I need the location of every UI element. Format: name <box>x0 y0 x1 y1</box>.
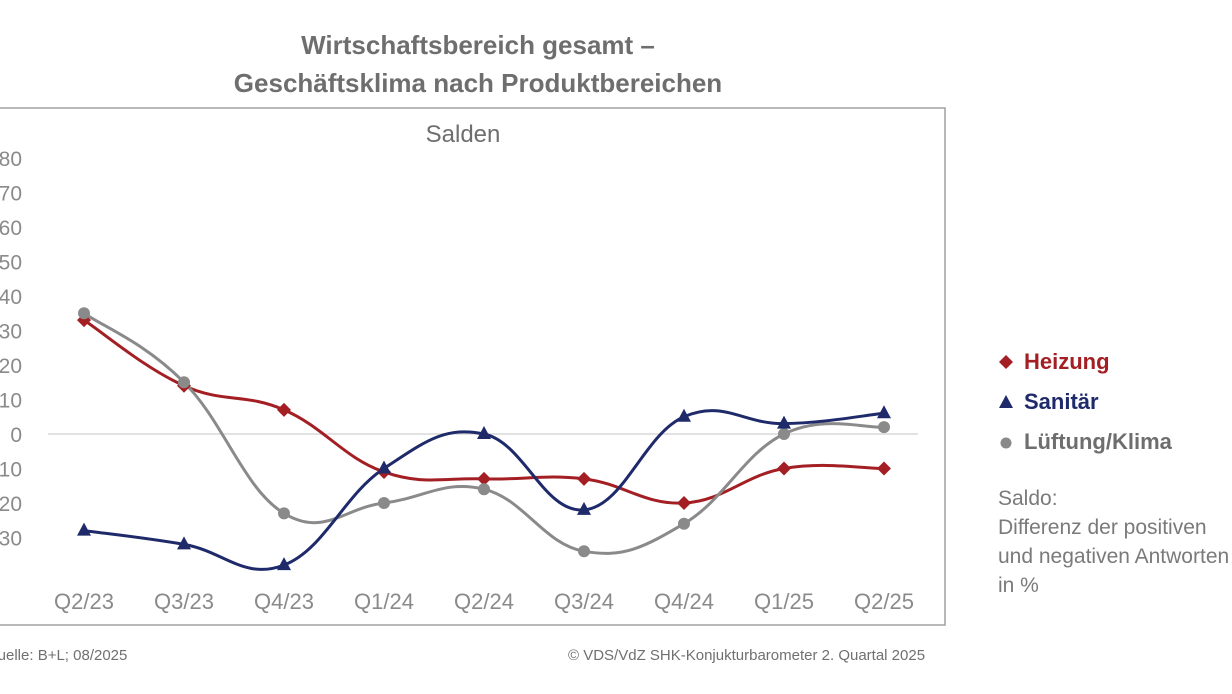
chart-subtitle: Salden <box>426 121 501 148</box>
y-tick-label: 50 <box>0 252 22 275</box>
data-point <box>477 471 491 486</box>
y-tick-label: -30 <box>0 528 22 551</box>
y-tick-label: 70 <box>0 183 22 206</box>
data-point <box>478 483 490 496</box>
data-point <box>678 517 690 530</box>
data-point <box>778 428 790 440</box>
data-point <box>877 461 891 476</box>
data-point <box>677 408 691 422</box>
legend-label-lueftung-klima: Lüftung/Klima <box>1024 429 1172 454</box>
diamond-icon <box>996 349 1016 375</box>
data-point <box>477 426 491 439</box>
x-tick-label: Q2/23 <box>54 589 114 614</box>
legend-item-lueftung-klima: Lüftung/Klima <box>996 422 1172 462</box>
chart-title: Wirtschaftsbereich gesamt – Geschäftskli… <box>0 26 956 102</box>
legend-label-heizung: Heizung <box>1024 349 1110 374</box>
x-tick-label: Q3/23 <box>154 589 214 614</box>
legend-label-sanitaer: Sanitär <box>1024 389 1099 414</box>
plot-frame <box>0 107 946 626</box>
data-point <box>77 522 91 536</box>
y-axis: 80 70 60 50 40 30 20 10 0 -10 -20 -30 <box>0 148 22 551</box>
data-point <box>378 497 390 509</box>
data-point <box>78 307 90 320</box>
data-point <box>278 507 290 520</box>
y-tick-label: 40 <box>0 286 22 309</box>
y-tick-label: 20 <box>0 355 22 378</box>
triangle-icon <box>996 389 1016 415</box>
x-tick-label: Q1/25 <box>754 589 814 614</box>
x-tick-label: Q2/24 <box>454 589 514 614</box>
x-tick-label: Q1/24 <box>354 589 414 614</box>
circle-icon <box>996 429 1016 455</box>
source-note: Quelle: B+L; 08/2025 <box>0 647 128 664</box>
legend: Heizung Sanitär Lüftung/Klima <box>996 342 1172 462</box>
x-tick-label: Q2/25 <box>854 589 914 614</box>
saldo-note: Saldo: Differenz der positiven und negat… <box>998 484 1229 600</box>
saldo-note-line-3: und negativen Antworten <box>998 545 1230 568</box>
data-point <box>677 496 691 510</box>
saldo-note-line-4: in % <box>998 574 1039 597</box>
y-tick-label: 10 <box>0 390 22 413</box>
legend-item-heizung: Heizung <box>996 342 1172 382</box>
data-point <box>577 501 591 515</box>
y-tick-label: -20 <box>0 493 22 516</box>
data-point <box>277 557 291 571</box>
y-tick-label: 30 <box>0 321 22 344</box>
x-tick-label: Q3/24 <box>554 589 614 614</box>
chart-title-line-2: Geschäftsklima nach Produktbereichen <box>233 68 723 98</box>
data-point <box>277 402 291 417</box>
data-point <box>777 415 791 429</box>
copyright-note: © VDS/VdZ SHK-Konjukturbarometer 2. Quar… <box>568 647 926 664</box>
saldo-note-line-2: Differenz der positiven <box>998 516 1207 539</box>
data-point <box>177 536 191 550</box>
data-point <box>577 471 591 486</box>
series-layer <box>77 307 891 571</box>
y-tick-label: -10 <box>0 459 22 482</box>
data-point <box>877 405 891 419</box>
x-tick-label: Q4/23 <box>254 589 314 614</box>
chart-title-line-1: Wirtschaftsbereich gesamt – <box>301 30 655 60</box>
x-tick-label: Q4/24 <box>654 589 714 614</box>
data-point <box>578 545 590 558</box>
data-point <box>777 461 791 476</box>
data-point <box>377 460 391 474</box>
y-tick-label: 60 <box>0 217 22 240</box>
y-tick-label: 0 <box>10 424 22 447</box>
data-point <box>878 421 890 434</box>
legend-item-sanitaer: Sanitär <box>996 382 1172 422</box>
saldo-note-line-1: Saldo: <box>998 487 1058 510</box>
x-axis: Q2/23 Q3/23 Q4/23 Q1/24 Q2/24 Q3/24 Q4/24 Q1/25… <box>54 589 914 614</box>
y-tick-label: 80 <box>0 148 22 171</box>
data-point <box>178 376 190 389</box>
